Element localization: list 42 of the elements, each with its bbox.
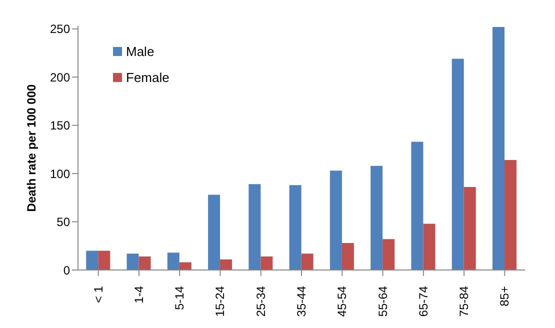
x-tick-label: 75-84 [457,286,472,317]
bar [167,252,180,270]
y-tick-label: 150 [50,118,70,133]
y-tick-label: 0 [63,263,70,278]
bar [464,187,476,270]
y-tick-label: 250 [50,22,70,36]
x-tick-label: 65-74 [416,286,430,317]
y-axis-title: Death rate per 100 000 [24,84,38,212]
x-tick-label: 45-54 [335,286,350,317]
bar [289,185,302,270]
bar [138,256,151,270]
x-tick-label: 85+ [498,286,512,306]
x-tick-label: 15-24 [213,286,228,317]
bar [248,184,261,270]
x-tick-label: 55-64 [376,286,390,317]
bar [342,242,354,270]
bar [86,250,98,270]
bar [411,142,424,270]
legend-label: Male [126,44,154,58]
x-tick-label: 25-34 [254,286,268,317]
y-tick-label: 100 [50,166,70,181]
x-tick-label: 1-4 [132,286,146,304]
bar [492,26,504,270]
bar [382,239,395,270]
bar [330,170,342,270]
bar [301,254,314,270]
bar [370,166,383,270]
bar [504,160,516,270]
bar [208,194,220,270]
y-tick-label: 200 [50,70,70,84]
bar [260,256,273,270]
bar [452,58,464,270]
x-tick-label: < 1 [91,286,106,304]
x-tick-label: 35-44 [294,286,308,317]
bar [98,250,110,270]
x-tick-label: 5-14 [172,286,187,310]
bar [179,262,192,270]
bar [220,259,232,270]
bar [423,224,436,270]
legend-label: Female [126,70,170,84]
y-tick-label: 50 [56,215,70,230]
bar [126,254,139,270]
